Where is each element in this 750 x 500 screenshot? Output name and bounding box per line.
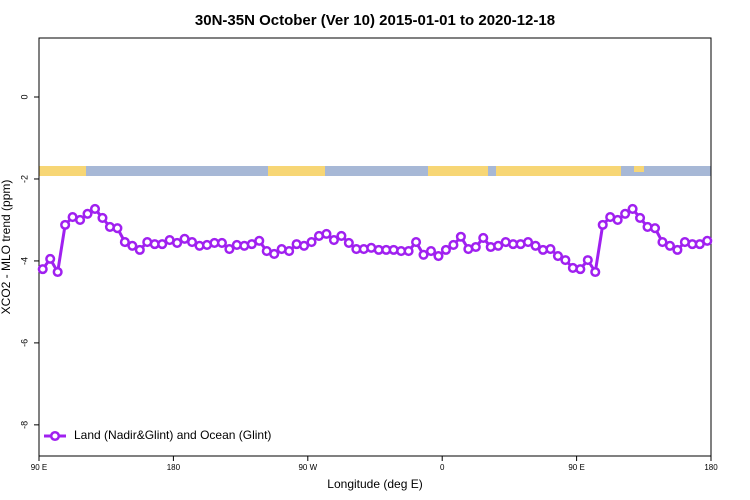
land-band <box>496 166 621 176</box>
data-point <box>284 246 295 257</box>
legend-marker <box>49 430 61 442</box>
data-point <box>560 255 571 266</box>
x-tick-label: 90 E <box>31 463 47 472</box>
data-point <box>127 240 138 251</box>
data-point <box>433 250 444 262</box>
data-point <box>119 237 130 248</box>
x-tick-label: 180 <box>167 463 181 472</box>
data-point <box>649 223 661 234</box>
data-point <box>82 208 93 219</box>
y-tick-label: -8 <box>19 421 29 429</box>
data-point <box>575 264 586 275</box>
data-point <box>597 219 608 230</box>
data-point <box>216 237 227 248</box>
legend-label: Land (Nadir&Glint) and Ocean (Glint) <box>74 428 271 442</box>
data-point <box>343 237 354 248</box>
data-point <box>52 266 63 278</box>
data-point <box>545 243 556 255</box>
data-point <box>657 237 668 248</box>
data-point <box>157 239 168 250</box>
data-point <box>187 237 198 248</box>
x-tick-label: 180 <box>704 463 718 472</box>
data-point <box>530 240 541 251</box>
x-tick-label: 90 W <box>298 463 317 472</box>
data-point <box>299 240 310 251</box>
data-point <box>493 240 504 251</box>
data-point <box>455 231 466 242</box>
data-point <box>635 212 646 223</box>
data-point <box>45 253 56 264</box>
y-tick-label: 0 <box>19 95 29 100</box>
data-point <box>702 235 713 246</box>
ocean-band <box>39 166 711 176</box>
data-point <box>612 214 623 226</box>
data-point <box>590 266 601 278</box>
data-point <box>411 237 422 248</box>
y-tick-label: -2 <box>19 175 29 183</box>
data-point <box>37 264 48 275</box>
data-point <box>523 237 534 248</box>
data-point <box>403 246 414 257</box>
data-point <box>552 250 563 262</box>
data-point <box>328 234 339 246</box>
data-point <box>224 243 235 255</box>
x-tick-label: 90 E <box>568 463 584 472</box>
data-point <box>269 248 280 260</box>
chart-title: 30N-35N October (Ver 10) 2015-01-01 to 2… <box>195 12 555 29</box>
plot-frame <box>38 37 712 457</box>
land-band <box>268 166 325 176</box>
y-tick-label: -6 <box>19 339 29 347</box>
data-point <box>470 241 481 253</box>
data-point <box>582 255 593 266</box>
land-ocean-strip <box>39 166 711 176</box>
x-tick-label: 0 <box>440 463 445 472</box>
data-point <box>448 239 459 251</box>
data-point <box>60 219 71 230</box>
data-point <box>75 214 86 226</box>
data-point <box>664 240 675 251</box>
data-point <box>672 244 683 255</box>
y-axis-label: XCO2 - MLO trend (ppm) <box>0 180 13 315</box>
data-point <box>306 237 317 248</box>
data-point <box>134 244 145 255</box>
data-point <box>425 246 437 257</box>
data-point <box>89 203 101 214</box>
data-point <box>478 232 489 244</box>
data-point <box>321 228 332 239</box>
land-band <box>39 166 86 176</box>
x-axis-label: Longitude (deg E) <box>327 477 422 491</box>
land-band <box>634 166 644 172</box>
data-point <box>172 237 183 248</box>
data-point <box>418 249 429 260</box>
data-point <box>620 208 631 219</box>
y-tick-label: -4 <box>19 257 29 265</box>
land-band <box>428 166 488 176</box>
data-point <box>112 223 123 234</box>
data-point <box>440 244 451 255</box>
data-point <box>254 235 265 246</box>
data-point <box>97 212 108 223</box>
data-point <box>627 203 638 214</box>
data-point <box>336 230 347 241</box>
